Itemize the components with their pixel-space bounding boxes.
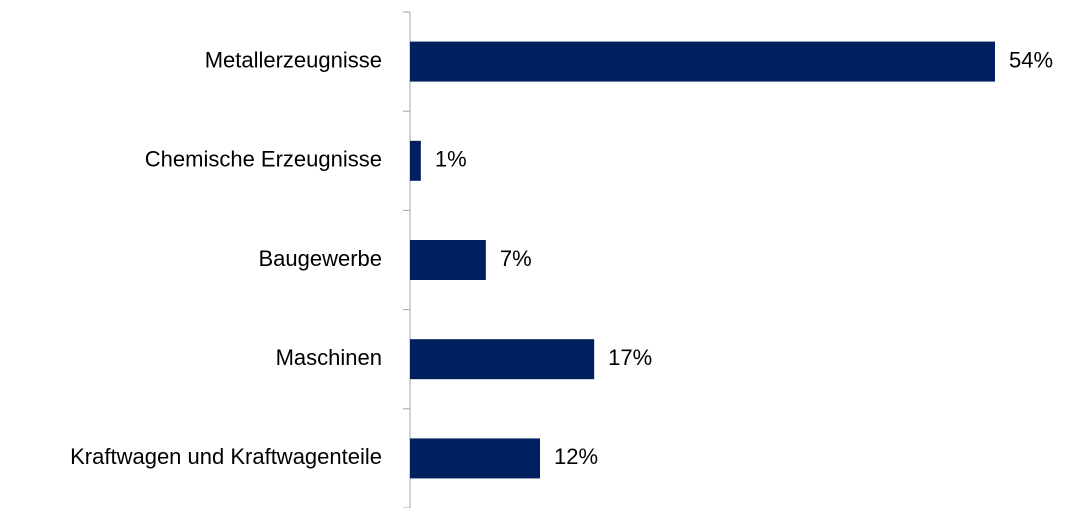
- category-label: Metallerzeugnisse: [205, 47, 382, 72]
- data-label: 12%: [554, 444, 598, 469]
- category-label: Chemische Erzeugnisse: [145, 147, 382, 172]
- data-label: 17%: [608, 345, 652, 370]
- data-label: 7%: [500, 246, 532, 271]
- bar: [410, 438, 540, 479]
- bar: [410, 140, 421, 181]
- data-label: 54%: [1009, 47, 1053, 72]
- category-label: Kraftwagen und Kraftwagenteile: [70, 444, 382, 469]
- bar: [410, 339, 595, 380]
- data-label: 1%: [435, 147, 467, 172]
- category-label: Baugewerbe: [258, 246, 382, 271]
- category-label: Maschinen: [276, 345, 382, 370]
- bar: [410, 240, 486, 280]
- bar: [410, 41, 995, 82]
